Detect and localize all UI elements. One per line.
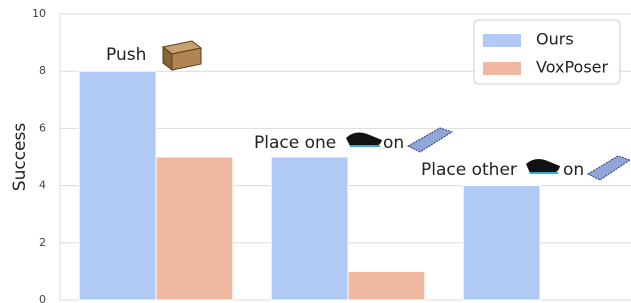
legend-label: VoxPoser (536, 58, 609, 77)
shoe-icon (526, 159, 560, 173)
y-tick-label: 0 (39, 293, 46, 303)
bar (156, 157, 233, 300)
y-tick-label: 2 (39, 236, 46, 249)
shoe-icon (346, 132, 382, 146)
bar (271, 157, 348, 300)
y-tick-label: 8 (39, 64, 46, 77)
y-tick-label: 10 (32, 7, 46, 20)
y-tick-label: 6 (39, 121, 46, 134)
y-axis-label: Success (10, 123, 30, 192)
legend: Ours VoxPoser (474, 20, 620, 84)
cloth-icon (408, 128, 452, 152)
bar (79, 71, 156, 300)
annotation: Place one (254, 133, 336, 153)
box-icon (163, 41, 201, 70)
legend-swatch (483, 34, 521, 47)
cloth-icon (588, 156, 630, 180)
y-tick-label: 4 (39, 179, 46, 192)
legend-swatch (483, 62, 521, 75)
chart: Success 0 2 4 6 8 10 Push Place one on Place … (0, 0, 631, 303)
annotation: Push (106, 45, 146, 65)
annotation: on (383, 133, 404, 153)
annotation: Place other (421, 160, 517, 180)
legend-label: Ours (536, 30, 574, 49)
bar (348, 271, 425, 300)
annotation: on (563, 160, 584, 180)
bar (463, 186, 540, 300)
